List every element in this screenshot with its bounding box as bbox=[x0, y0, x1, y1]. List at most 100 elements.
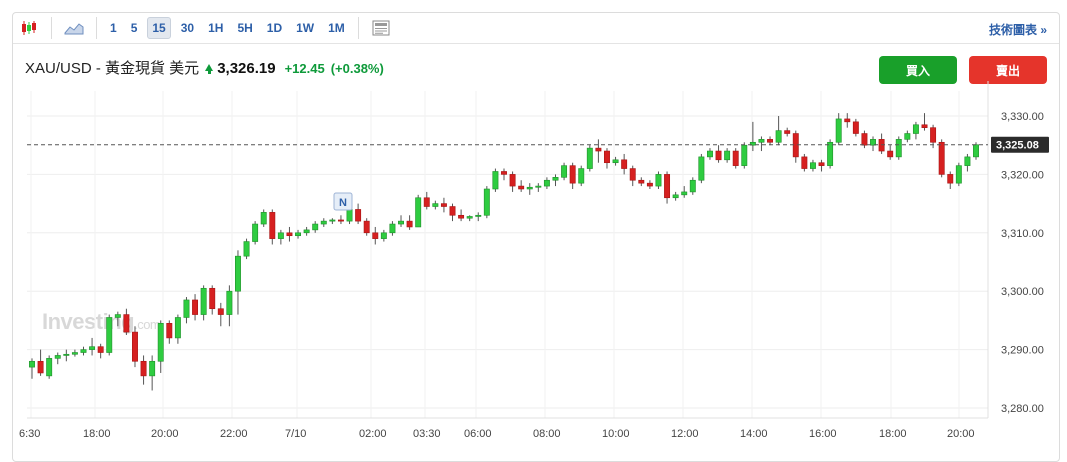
candle-body bbox=[346, 209, 353, 222]
candle-body bbox=[312, 223, 319, 231]
candle-body bbox=[912, 124, 919, 134]
candle-body bbox=[277, 232, 284, 239]
timeframe-1mo[interactable]: 1M bbox=[328, 21, 345, 35]
candle-body bbox=[226, 290, 233, 315]
candle-body bbox=[29, 360, 35, 368]
candle-body bbox=[71, 352, 78, 355]
toolbar-divider bbox=[51, 17, 52, 39]
candle-body bbox=[595, 147, 602, 152]
timeframe-1m[interactable]: 1 bbox=[110, 21, 117, 35]
price-chart[interactable]: 3,330.00 3,320.00 3,310.00 3,300.00 3,290.00… bbox=[13, 13, 1060, 453]
candle-body bbox=[672, 194, 679, 199]
candle-body bbox=[483, 188, 490, 216]
timeframe-5h[interactable]: 5H bbox=[237, 21, 253, 35]
candle-body bbox=[604, 150, 610, 164]
candle-body bbox=[861, 133, 868, 146]
candle-body bbox=[303, 229, 310, 234]
x-tick-label: 22:00 bbox=[220, 428, 248, 440]
technical-chart-link[interactable]: 技術圖表 » bbox=[988, 23, 1047, 37]
x-tick-label: 02:00 bbox=[359, 428, 387, 440]
price-change: +12.45 bbox=[284, 61, 325, 76]
toolbar-divider bbox=[357, 17, 359, 39]
candle-body bbox=[526, 186, 533, 190]
candle-body bbox=[132, 331, 138, 362]
candle-body bbox=[432, 203, 439, 207]
candle-body bbox=[552, 177, 559, 181]
candle-body bbox=[363, 220, 370, 234]
candle-body bbox=[629, 168, 636, 181]
y-tick-label: 3,300.00 bbox=[1001, 286, 1044, 298]
candle-body bbox=[973, 144, 979, 158]
candle-body bbox=[835, 118, 842, 143]
timeframe-5m[interactable]: 5 bbox=[130, 21, 138, 35]
up-arrow-icon bbox=[205, 64, 214, 74]
candle-body bbox=[895, 139, 902, 158]
candle-body bbox=[887, 150, 894, 158]
candle-body bbox=[174, 317, 181, 339]
candle-body bbox=[715, 150, 722, 161]
candle-body bbox=[818, 162, 825, 166]
candle-body bbox=[844, 118, 851, 123]
y-tick-label: 3,290.00 bbox=[1001, 345, 1044, 357]
timeframe-30m[interactable]: 30 bbox=[180, 21, 195, 35]
candle-body bbox=[423, 197, 430, 207]
toolbar-divider bbox=[96, 17, 97, 39]
candle-body bbox=[801, 156, 808, 169]
candle-body bbox=[337, 219, 344, 222]
price-change-percent: (+0.38%) bbox=[330, 61, 384, 76]
timeframe-1h[interactable]: 1H bbox=[208, 21, 224, 35]
area-chart-icon[interactable] bbox=[58, 13, 90, 44]
candle-body bbox=[114, 314, 121, 318]
sell-button[interactable]: 賣出 bbox=[969, 56, 1047, 84]
candle-body bbox=[638, 179, 645, 184]
x-tick-label: 06:00 bbox=[464, 428, 492, 440]
buy-button[interactable]: 買入 bbox=[879, 56, 957, 84]
candle-body bbox=[415, 197, 422, 228]
candle-body bbox=[140, 360, 147, 377]
candle-body bbox=[827, 141, 834, 166]
candle-body bbox=[380, 232, 387, 239]
candle-body bbox=[46, 358, 53, 377]
chart-toolbar: 1 5 15 30 1H 5H 1D 1W 1M 技術圖表 » bbox=[13, 13, 1059, 44]
candle-body bbox=[749, 141, 756, 146]
candle-body bbox=[904, 133, 911, 140]
candle-body bbox=[449, 206, 456, 216]
candle-body bbox=[406, 220, 413, 228]
y-tick-label: 3,280.00 bbox=[1001, 403, 1044, 415]
candle-body bbox=[612, 159, 619, 164]
candle-body bbox=[209, 287, 216, 310]
candle-body bbox=[955, 165, 962, 184]
timeframe-1w[interactable]: 1W bbox=[296, 21, 315, 35]
candle-body bbox=[561, 165, 568, 178]
candle-body bbox=[295, 232, 301, 237]
candle-body bbox=[938, 141, 945, 175]
candle-body bbox=[681, 191, 688, 196]
candle-body bbox=[689, 179, 696, 193]
candle-body bbox=[947, 174, 954, 184]
candle-body bbox=[458, 214, 465, 219]
candle-body bbox=[767, 139, 773, 143]
candle-body bbox=[286, 232, 293, 237]
candle-body bbox=[398, 220, 404, 225]
timeframe-1d[interactable]: 1D bbox=[266, 21, 283, 35]
candle-body bbox=[535, 185, 542, 188]
candle-body bbox=[106, 317, 113, 353]
candlestick-icon[interactable] bbox=[13, 13, 45, 44]
candle-body bbox=[655, 174, 662, 187]
x-tick-label: 6:30 bbox=[19, 428, 40, 440]
candle-body bbox=[758, 139, 765, 143]
candle-body bbox=[123, 314, 130, 333]
news-panel-icon[interactable] bbox=[365, 13, 397, 44]
candle-body bbox=[252, 223, 259, 242]
candle-body bbox=[89, 346, 96, 350]
candle-body bbox=[355, 209, 362, 222]
timeframe-15m[interactable]: 15 bbox=[147, 17, 171, 39]
candle-body bbox=[707, 150, 713, 158]
candle-body bbox=[741, 144, 748, 166]
candle-body bbox=[63, 353, 70, 356]
last-price: 3,326.19 bbox=[217, 60, 276, 77]
x-tick-label: 18:00 bbox=[83, 428, 111, 440]
candle-body bbox=[921, 124, 928, 128]
candle-body bbox=[509, 174, 516, 187]
candle-body bbox=[200, 287, 207, 315]
